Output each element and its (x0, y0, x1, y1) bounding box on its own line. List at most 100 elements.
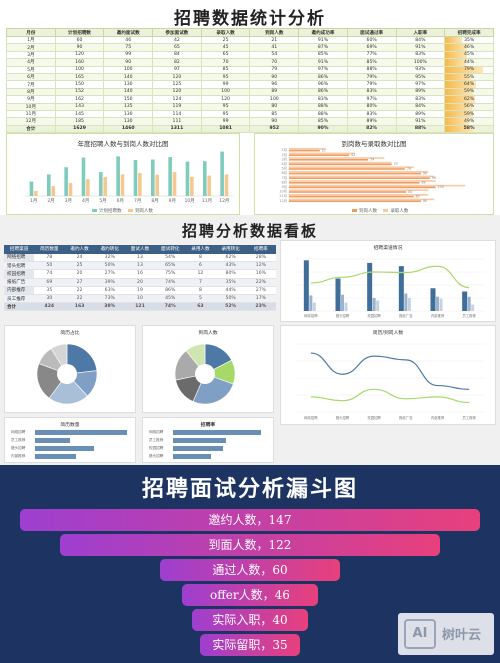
table-cell: 84% (395, 35, 446, 45)
series-line (310, 388, 470, 404)
data-label: 90 (423, 199, 427, 203)
bar-label: 员工推荐 (11, 438, 26, 442)
table-cell: 7月 (6, 80, 56, 89)
resume-count-bar-panel: 简历数量 网络招聘 员工推荐 猎头招聘 内部推荐 (4, 417, 136, 463)
table-cell: 89% (395, 109, 446, 119)
table-cell: 8 (185, 253, 216, 263)
table-cell: 6 (185, 261, 216, 271)
data-label: 80 (408, 190, 412, 194)
table-cell: 网络招聘 (4, 253, 35, 263)
total-row: 合计 1629 1460 1311 1081 952 90% 82% 88% 58% (6, 124, 494, 134)
table-cell: 60 (54, 35, 105, 45)
table-cell: 124 (152, 95, 202, 104)
table-cell: 130 (103, 117, 154, 126)
column-header: 参加面试数 (152, 28, 202, 37)
tick-label: 9月 (169, 198, 176, 204)
table-cell: 84 (152, 50, 202, 60)
arrival-vs-offer-chart: 到岗数与录取数对比图 21 1月 41 2月 54 3月 70 4月 79 5月 90 6月 96 7月 8… (254, 133, 494, 215)
tick-label: 网络招聘 (304, 313, 318, 318)
completion-bar (445, 81, 476, 88)
table-cell: 32% (94, 253, 125, 263)
table-cell: 27 (64, 278, 95, 287)
table-cell: 152 (54, 87, 105, 97)
column-header: 面试人数 (124, 245, 156, 254)
table-cell: 8 (185, 286, 216, 295)
bar-offer (289, 152, 355, 155)
funnel-stage: 通过人数，60 (159, 559, 341, 581)
table-cell: 46 (103, 35, 154, 45)
table-cell: 13 (124, 253, 156, 263)
table-cell: 1081 (200, 124, 251, 134)
table-cell: 49% (444, 117, 494, 126)
total-row: 合计 424 163 38% 121 74% 63 52% 23% (4, 302, 276, 312)
table-cell: 64% (444, 80, 494, 89)
bar-resumes (335, 278, 341, 311)
table-cell: 11月 (6, 109, 56, 119)
completion-value: 55% (463, 74, 475, 80)
table-header-row: 招聘渠道 简历数量 邀约人数 邀约转化 面试人数 面试转化 录用人数 录用转化 招聘率 (4, 245, 276, 254)
bar-row: 网络招聘 (149, 430, 269, 435)
table-cell: 45% (444, 50, 494, 60)
table-cell: 50% (215, 294, 246, 304)
bar-plan (168, 157, 172, 196)
bar-fill (173, 438, 227, 443)
tick-label: 校园招聘 (367, 313, 381, 318)
table-cell: 50 (34, 261, 65, 271)
bar-invites (404, 293, 408, 311)
tick-label: 7月 (134, 198, 141, 204)
table-cell: 41 (249, 43, 300, 52)
table-cell: 83% (395, 95, 446, 104)
table-cell: 20 (64, 269, 95, 279)
completion-value: 62% (463, 96, 475, 102)
table-cell: 160 (54, 58, 105, 67)
column-header: 计划招聘数 (54, 28, 105, 37)
bar-offer (289, 171, 429, 173)
bar-offer (289, 157, 385, 159)
table-cell: 50% (94, 261, 125, 271)
table-cell: 89% (346, 117, 397, 126)
bar-label: 校园招聘 (149, 446, 164, 450)
table-cell: 35% (215, 278, 246, 287)
resume-share-pie (36, 343, 98, 405)
table-cell: 100 (200, 87, 251, 97)
bar-resumes (303, 260, 309, 311)
table-row: 8月 152 140 120 100 89 86% 83% 89% 59% (6, 87, 494, 97)
panel-title: 简历/到岗人数 (372, 331, 404, 336)
legend-label: 录取人数 (390, 209, 409, 214)
recruitment-stats-section: 招聘数据统计分析 月份 计划招聘数 邀约面试数 参加面试数 录取人数 到岗人数 邀约成功率面… (0, 0, 500, 215)
legend-swatch (352, 209, 357, 212)
table-cell: 42 (152, 35, 202, 45)
tick-label: 5月 (99, 198, 106, 204)
bar-arrival (51, 186, 55, 196)
tick-label: 3月 (281, 157, 287, 161)
bar-arrival (289, 154, 350, 156)
legend-label: 到岗人数 (359, 209, 377, 214)
completion-value: 35% (463, 37, 475, 43)
chart-title: 年度招聘人数与到岗人数对比图 (77, 140, 169, 148)
table-cell: 45 (200, 43, 251, 52)
channel-table: 招聘渠道 简历数量 邀约人数 邀约转化 面试人数 面试转化 录用人数 录用转化 招聘率 网络招聘… (4, 245, 276, 312)
completion-bar (445, 59, 467, 66)
data-label: 79 (407, 167, 411, 171)
dashboard-title: 招聘分析数据看板 (181, 222, 318, 240)
funnel-stage: 邀约人数，147 (20, 509, 480, 531)
bar-arrival (138, 172, 142, 196)
table-cell: 150 (103, 95, 154, 104)
table-cell: 25 (64, 261, 95, 271)
bar-row: 校园招聘 (149, 446, 269, 451)
table-cell: 79 (249, 65, 300, 74)
table-cell: 59% (444, 87, 494, 97)
table-cell: 91% (298, 35, 348, 45)
tick-label: 6月 (117, 198, 124, 204)
completion-bar (445, 73, 472, 81)
bar-interviews (439, 298, 443, 311)
bar-resumes (398, 266, 404, 311)
bar-plan (151, 159, 155, 196)
table-row: 9月 162 150 124 120 100 83% 97% 83% 62% (6, 95, 494, 104)
table-cell: 75 (103, 43, 154, 52)
completion-value: 59% (463, 111, 475, 117)
table-cell: 22% (245, 278, 276, 287)
table-row: 报纸广告 69 27 39% 20 74% 7 35% 22% (4, 278, 276, 287)
table-cell: 79% (346, 72, 397, 82)
completion-bar (445, 96, 475, 103)
